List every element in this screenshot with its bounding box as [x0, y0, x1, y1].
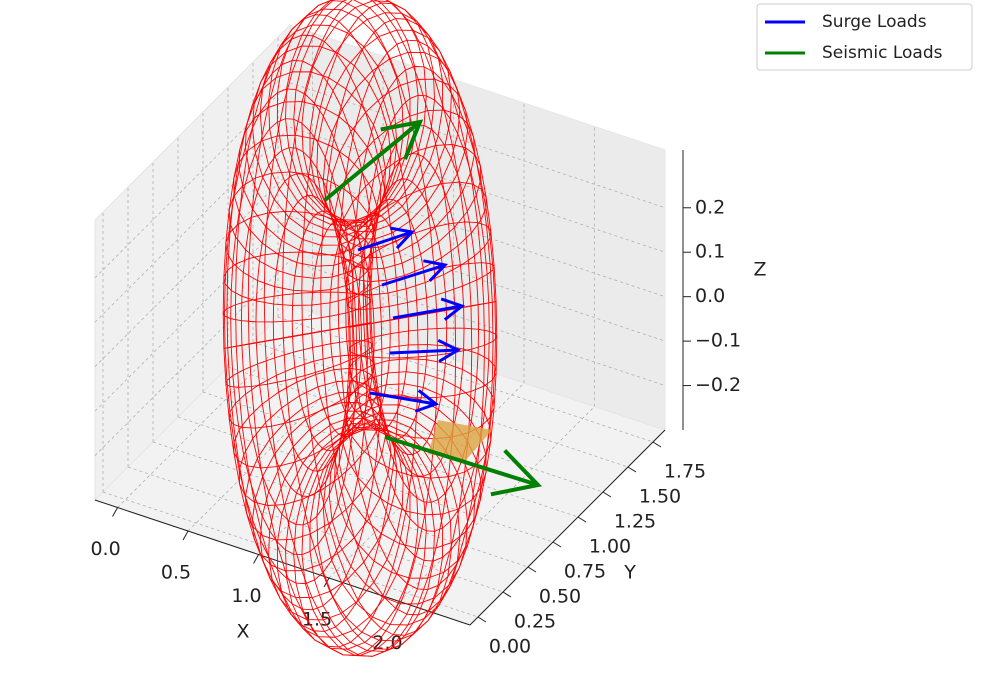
- z-tick-label: 0.1: [695, 241, 725, 263]
- y-tick-label: 0.50: [539, 586, 581, 608]
- grid-line: [94, 171, 291, 367]
- y-tick: [502, 591, 512, 598]
- mesh-line: [235, 14, 419, 648]
- load-arrow: [357, 230, 413, 252]
- grid-line: [117, 312, 313, 508]
- y-tick-label: 1.50: [639, 486, 681, 508]
- x-tick: [112, 507, 118, 517]
- mesh-line: [329, 219, 391, 431]
- arrow-head: [490, 449, 542, 497]
- y-tick-label: 1.75: [664, 461, 706, 483]
- mesh-line: [345, 213, 409, 431]
- y-tick: [577, 516, 587, 523]
- mesh-line: [222, 60, 383, 611]
- arrow-head: [423, 259, 448, 282]
- y-tick: [477, 616, 487, 623]
- mesh-line: [311, 219, 375, 437]
- y-tick: [652, 441, 662, 448]
- load-arrow: [323, 120, 422, 202]
- mesh-line: [226, 34, 400, 632]
- mesh-line: [224, 88, 368, 585]
- y-tick-label: 1.00: [589, 536, 631, 558]
- arrow-head: [437, 338, 462, 363]
- mesh-line: [370, 153, 465, 477]
- mesh-line: [301, 2, 485, 636]
- mesh-line: [230, 118, 358, 556]
- legend-label: Surge Loads: [822, 12, 927, 32]
- y-tick: [627, 466, 637, 473]
- x-tick: [253, 554, 259, 564]
- mesh-line: [272, 194, 354, 472]
- x-axis-label: X: [236, 621, 249, 643]
- load-arrow: [369, 391, 437, 406]
- mesh-line: [255, 173, 350, 497]
- legend-label: Seismic Loads: [822, 43, 943, 63]
- mesh-line: [247, 0, 438, 656]
- mesh-line: [352, 65, 496, 562]
- load-arrow: [392, 304, 463, 320]
- z-tick-label: −0.2: [695, 374, 741, 396]
- support-patch: [428, 420, 492, 460]
- arrow-head: [440, 297, 466, 321]
- z-tick-label: −0.1: [695, 330, 741, 352]
- y-tick: [552, 541, 562, 548]
- mesh-line: [282, 0, 473, 650]
- arrow-head: [380, 119, 424, 160]
- y-tick-label: 0.75: [564, 561, 606, 583]
- y-tick-label: 1.25: [614, 511, 656, 533]
- mesh-line: [362, 94, 490, 532]
- arrow-head: [390, 226, 415, 250]
- back-pane: [289, 24, 666, 431]
- mesh-line: [358, 198, 429, 440]
- y-tick: [602, 491, 612, 498]
- mesh-line: [320, 18, 494, 616]
- legend-box: [756, 3, 973, 71]
- z-tick-label: 0.2: [695, 196, 725, 218]
- mesh-line: [366, 178, 448, 456]
- y-axis-line: [469, 429, 666, 626]
- x-tick: [182, 530, 189, 541]
- x-tick-label: 0.5: [161, 562, 191, 584]
- y-axis-label: Y: [623, 562, 636, 584]
- y-tick: [527, 566, 537, 573]
- mesh-line: [240, 147, 351, 526]
- load-arrow: [384, 435, 539, 487]
- grid-line: [94, 260, 291, 456]
- z-axis-label: Z: [753, 259, 766, 281]
- y-tick-label: 0.25: [514, 611, 556, 633]
- surface-wireframe: [222, 0, 498, 657]
- load-arrow: [389, 348, 459, 355]
- x-tick-label: 1.0: [231, 585, 261, 607]
- x-tick-label: 0.0: [90, 538, 120, 560]
- grid-line: [94, 215, 291, 412]
- mesh-line: [263, 0, 457, 657]
- grid-line: [399, 406, 595, 602]
- load-arrow: [381, 263, 446, 287]
- z-tick-label: 0.0: [695, 285, 725, 307]
- arrow-head: [414, 389, 440, 413]
- y-tick-label: 0.00: [489, 636, 531, 658]
- mesh-line: [369, 124, 480, 503]
